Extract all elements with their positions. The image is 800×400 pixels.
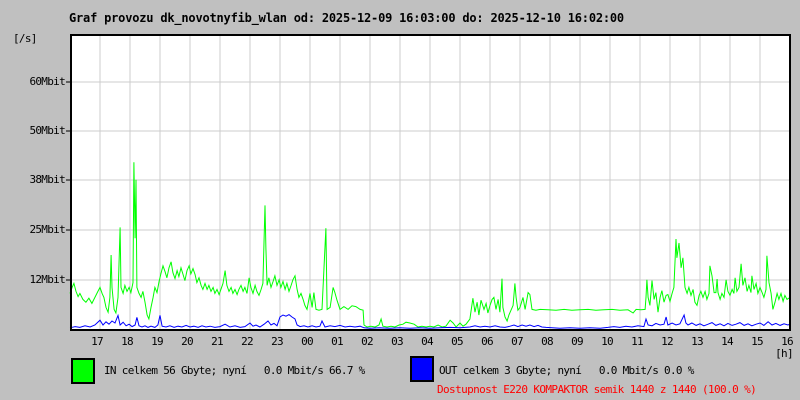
x-tick-label: 13	[691, 335, 704, 348]
legend-in-swatch	[71, 358, 95, 384]
x-tick-label: 06	[481, 335, 494, 348]
page-title: Graf provozu dk_novotnyfib_wlan od: 2025…	[69, 11, 624, 25]
x-tick-label: 20	[181, 335, 194, 348]
x-tick-label: 09	[571, 335, 584, 348]
x-axis-unit-label: [h]	[775, 347, 793, 360]
legend-out-swatch	[410, 356, 434, 382]
y-axis-unit-label: [/s]	[13, 32, 37, 45]
x-tick-label: 03	[391, 335, 404, 348]
x-tick-label: 16	[781, 335, 794, 348]
legend-out-text: OUT celkem 3 Gbyte; nyní 0.0 Mbit/s 0.0 …	[439, 364, 694, 377]
x-tick-label: 21	[211, 335, 224, 348]
x-tick-label: 11	[631, 335, 644, 348]
y-tick-label: 38Mbit	[29, 173, 65, 186]
x-tick-label: 00	[301, 335, 314, 348]
x-tick-label: 10	[601, 335, 614, 348]
x-tick-label: 22	[241, 335, 254, 348]
x-tick-label: 23	[271, 335, 284, 348]
x-tick-label: 04	[421, 335, 434, 348]
x-tick-label: 17	[91, 335, 104, 348]
legend-in-text: IN celkem 56 Gbyte; nyní 0.0 Mbit/s 66.7…	[104, 364, 365, 377]
x-tick-label: 02	[361, 335, 374, 348]
x-tick-label: 12	[661, 335, 674, 348]
x-tick-label: 19	[151, 335, 164, 348]
x-tick-label: 05	[451, 335, 464, 348]
y-tick-label: 12Mbit	[29, 273, 65, 286]
x-tick-label: 08	[541, 335, 554, 348]
x-tick-label: 14	[721, 335, 734, 348]
x-tick-label: 15	[751, 335, 764, 348]
y-tick-label: 60Mbit	[29, 75, 65, 88]
availability-text: Dostupnost E220 KOMPAKTOR semik 1440 z 1…	[437, 383, 757, 396]
y-tick-label: 25Mbit	[29, 223, 65, 236]
x-tick-label: 01	[331, 335, 344, 348]
y-tick-label: 50Mbit	[29, 124, 65, 137]
x-tick-label: 07	[511, 335, 524, 348]
x-tick-label: 18	[121, 335, 134, 348]
